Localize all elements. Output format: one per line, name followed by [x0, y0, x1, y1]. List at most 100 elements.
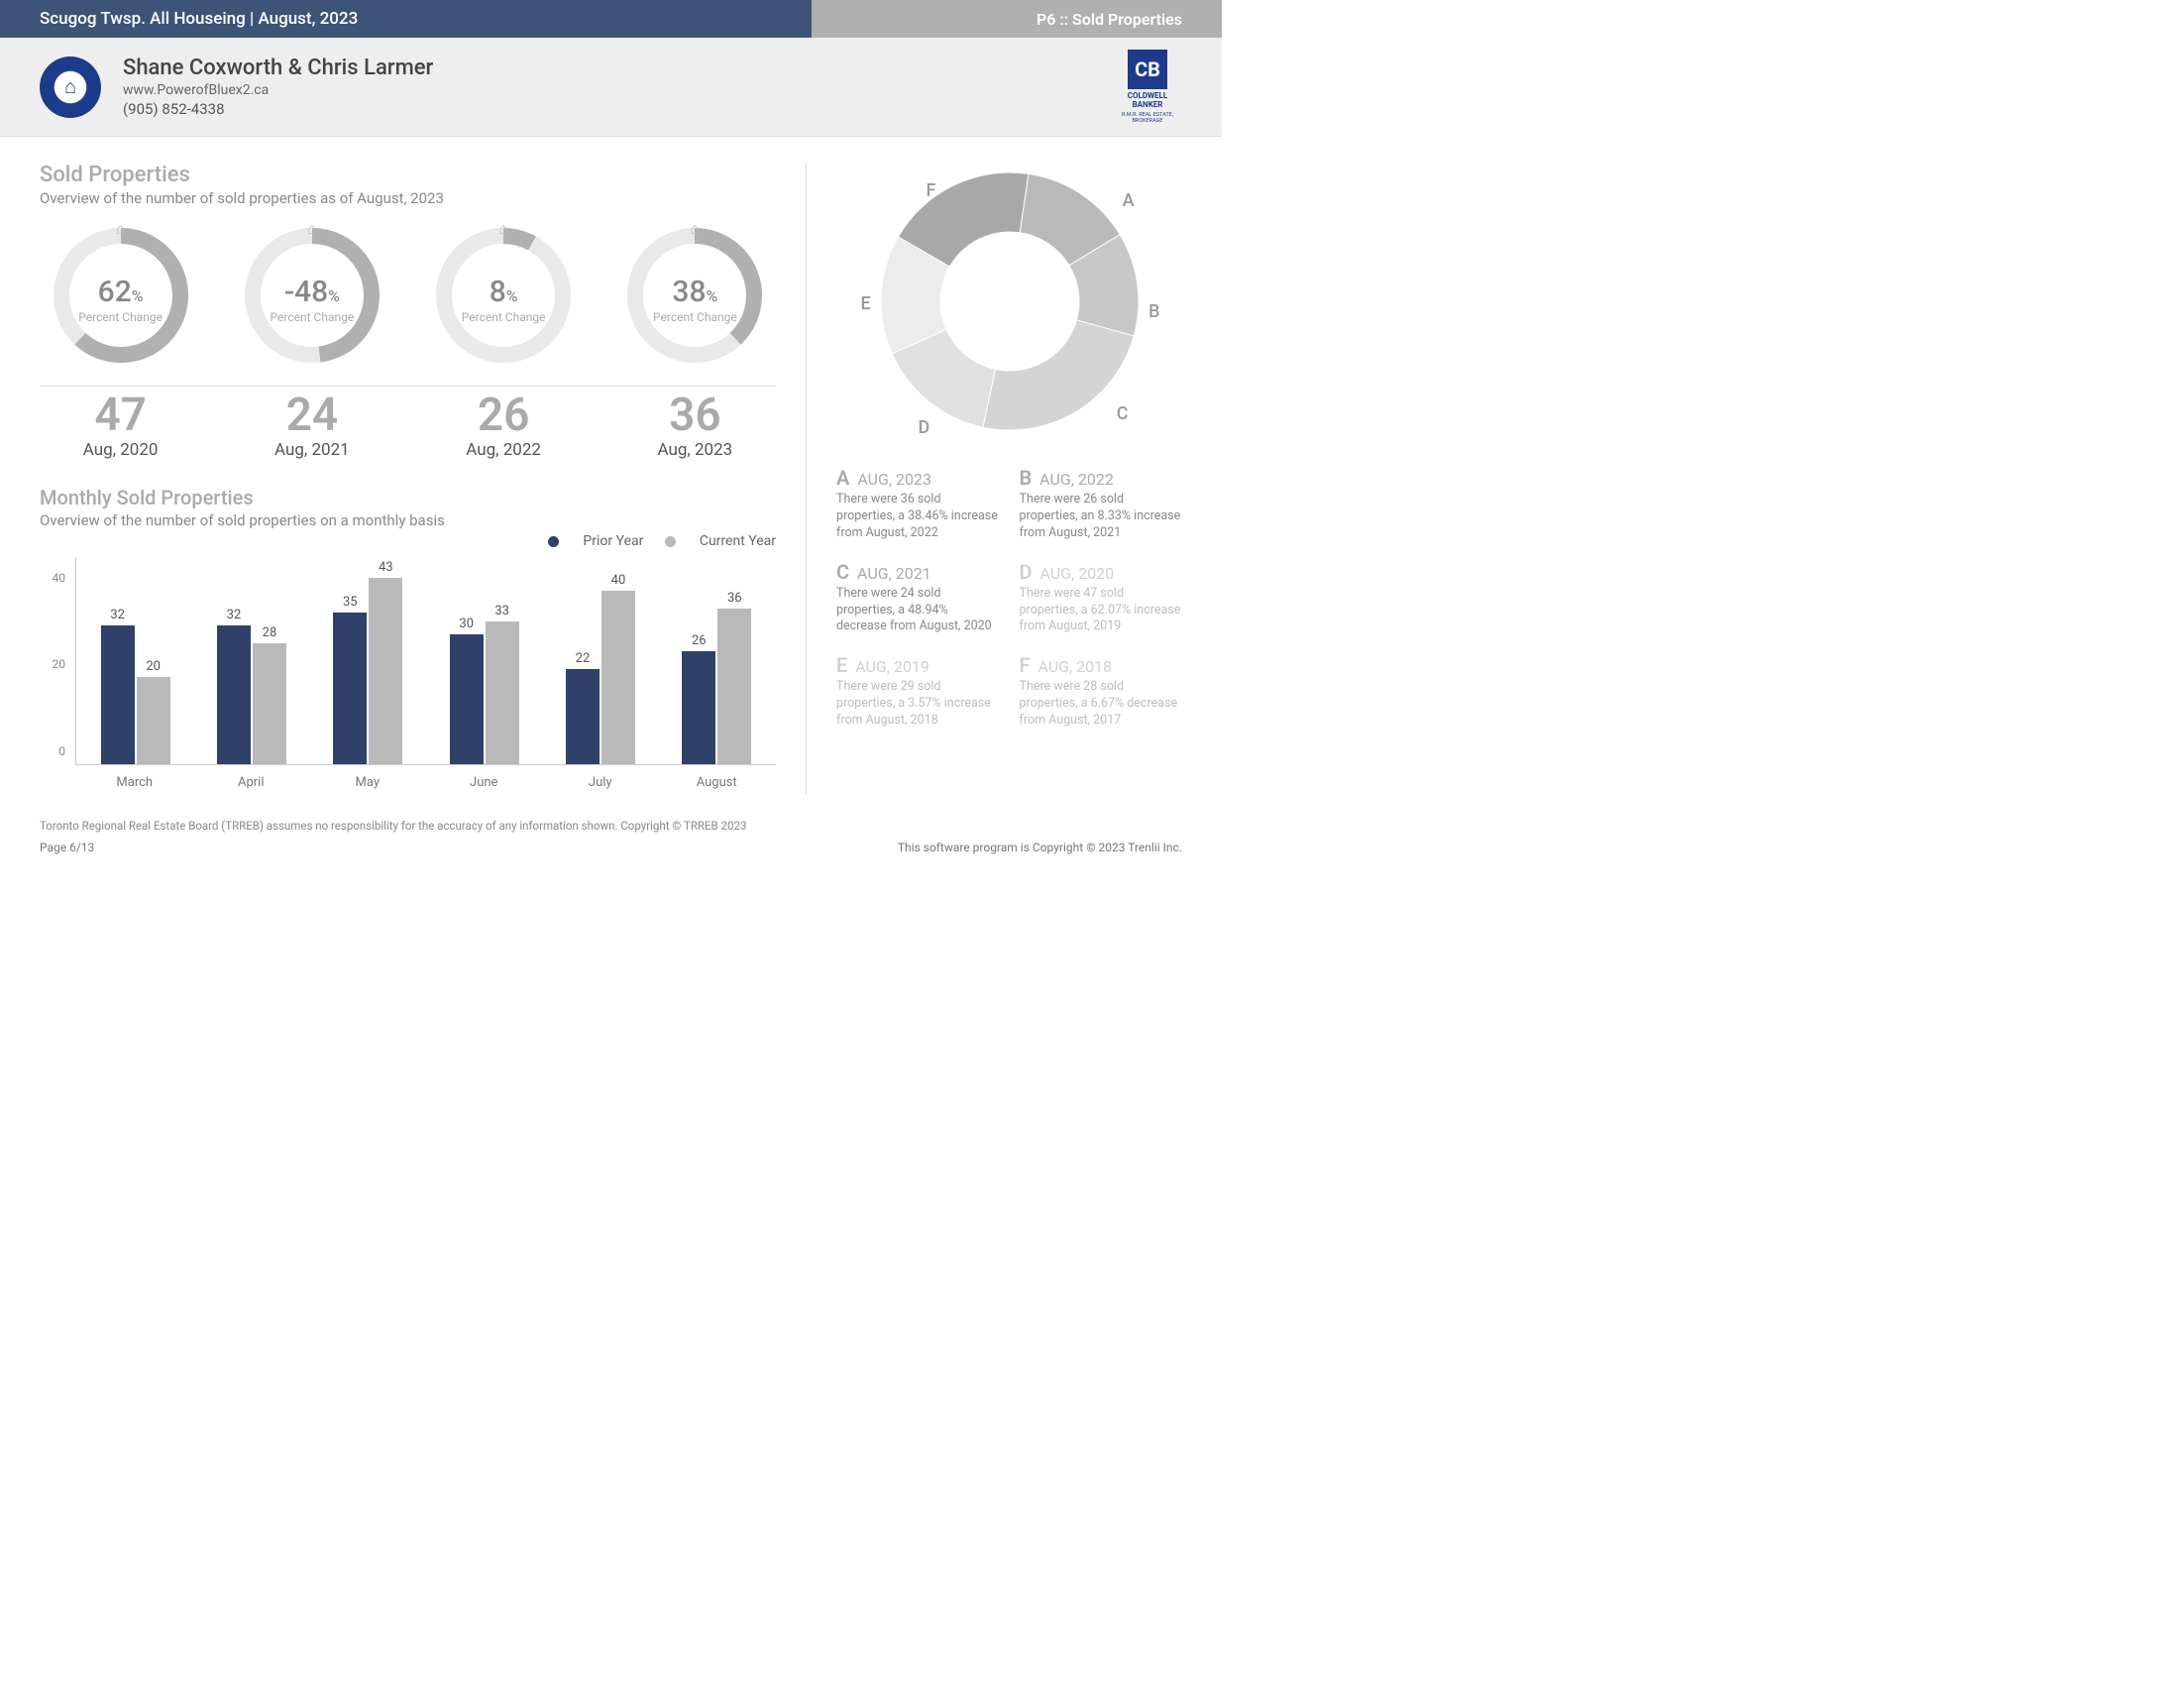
bar-value: 40	[611, 573, 626, 588]
legend-text: There were 36 sold properties, a 38.46% …	[836, 492, 1000, 542]
bar-current: 20	[137, 677, 170, 763]
donut-label-b: B	[1148, 301, 1159, 322]
count-value: 36	[614, 393, 776, 438]
donut-label-d: D	[919, 417, 930, 438]
gauge: ⌂ 62% Percent Change	[40, 221, 201, 374]
gauge: ⌂ 38% Percent Change	[614, 221, 776, 374]
donut-label-c: C	[1117, 403, 1129, 424]
bar-value: 30	[459, 617, 474, 631]
top-bar: Scugog Twsp. All Houseing | August, 2023…	[0, 0, 1222, 38]
bar-prior: 22	[566, 669, 600, 764]
legend-heading: F AUG, 2018	[1020, 653, 1183, 677]
gauge-label: Percent Change	[40, 310, 201, 324]
gauge-label: Percent Change	[614, 310, 776, 324]
bar-value: 36	[727, 591, 742, 606]
y-tick: 20	[53, 657, 66, 671]
legend-prior: Prior Year	[548, 533, 643, 549]
donut-legend-item: B AUG, 2022 There were 26 sold propertie…	[1020, 466, 1183, 542]
agent-info: Shane Coxworth & Chris Larmer www.Powero…	[123, 56, 1113, 118]
agent-logo-icon: ⌂	[40, 56, 101, 118]
legend-heading: D AUG, 2020	[1020, 560, 1183, 584]
count-date: Aug, 2020	[40, 440, 201, 460]
bar-group: 2636	[668, 557, 766, 764]
year-count: 36 Aug, 2023	[614, 393, 776, 460]
legend-heading: B AUG, 2022	[1020, 466, 1183, 490]
gauge-percent: 62%	[40, 275, 201, 309]
donut-label-f: F	[927, 180, 936, 201]
bar-current: 36	[717, 609, 751, 764]
x-label: April	[202, 769, 301, 795]
bar-value: 22	[576, 651, 591, 666]
legend-text: There were 26 sold properties, an 8.33% …	[1020, 492, 1183, 542]
x-label: March	[85, 769, 184, 795]
broker-logo-icon: CB	[1128, 50, 1167, 89]
bar-legend: Prior Year Current Year	[40, 533, 776, 551]
bar-group: 3543	[319, 557, 417, 764]
count-date: Aug, 2021	[231, 440, 392, 460]
donut-legend-item: A AUG, 2023 There were 36 sold propertie…	[836, 466, 1000, 542]
agent-phone: (905) 852-4338	[123, 100, 1113, 118]
disclaimer: Toronto Regional Real Estate Board (TRRE…	[0, 805, 1222, 837]
bar-value: 32	[110, 608, 125, 622]
donut-legend-item: C AUG, 2021 There were 24 sold propertie…	[836, 560, 1000, 636]
x-label: June	[435, 769, 534, 795]
bar-prior: 35	[333, 613, 367, 763]
bar-value: 26	[692, 633, 707, 648]
house-icon: ⌂	[614, 219, 776, 239]
x-label: May	[318, 769, 417, 795]
donut-label-e: E	[861, 293, 871, 314]
bar-current: 43	[369, 578, 402, 763]
bar-prior: 30	[450, 634, 484, 764]
bar-group: 3033	[435, 557, 533, 764]
report-title: Scugog Twsp. All Houseing | August, 2023	[0, 0, 812, 38]
count-value: 47	[40, 393, 201, 438]
legend-text: There were 47 sold properties, a 62.07% …	[1020, 586, 1183, 636]
bar-group: 22 40	[551, 557, 649, 764]
count-value: 24	[231, 393, 392, 438]
legend-text: There were 24 sold properties, a 48.94% …	[836, 586, 1000, 636]
bar-prior: 26	[682, 651, 715, 763]
bar-prior: 32	[217, 625, 251, 763]
gauge-row: ⌂ 62% Percent Change ⌂ -48% Percent Chan…	[40, 221, 776, 387]
monthly-title: Monthly Sold Properties	[40, 486, 776, 509]
agent-name: Shane Coxworth & Chris Larmer	[123, 56, 1113, 80]
legend-text: There were 29 sold properties, a 3.57% i…	[836, 679, 1000, 730]
y-axis: 02040	[40, 557, 69, 765]
bar-value: 43	[379, 560, 393, 575]
house-icon: ⌂	[40, 219, 201, 239]
bar-current: 33	[486, 621, 519, 764]
bar-value: 32	[227, 608, 242, 622]
count-row: 47 Aug, 2020 24 Aug, 2021 26 Aug, 2022 36 A…	[40, 393, 776, 460]
donut-label-a: A	[1123, 190, 1135, 211]
bar-chart: 02040 322032283543303322402636 MarchApri…	[40, 557, 776, 795]
agent-bar: ⌂ Shane Coxworth & Chris Larmer www.Powe…	[0, 38, 1222, 137]
gauge-percent: 38%	[614, 275, 776, 309]
year-count: 47 Aug, 2020	[40, 393, 201, 460]
donut-chart: A B C D E F	[841, 163, 1178, 460]
gauge-label: Percent Change	[423, 310, 585, 324]
donut-legend-item: F AUG, 2018 There were 28 sold propertie…	[1020, 653, 1183, 730]
year-count: 26 Aug, 2022	[423, 393, 585, 460]
page-section-label: P6 :: Sold Properties	[812, 0, 1222, 38]
gauge-percent: 8%	[423, 275, 585, 309]
year-count: 24 Aug, 2021	[231, 393, 392, 460]
footer: Page 6/13 This software program is Copyr…	[0, 837, 1222, 874]
bar-value: 28	[263, 625, 277, 640]
donut-legend: A AUG, 2023 There were 36 sold propertie…	[836, 466, 1182, 730]
main-column: Sold Properties Overview of the number o…	[40, 163, 776, 795]
gauge-percent: -48%	[231, 275, 392, 309]
count-date: Aug, 2022	[423, 440, 585, 460]
x-label: August	[668, 769, 767, 795]
x-axis: MarchAprilMayJuneJulyAugust	[75, 769, 776, 795]
copyright: This software program is Copyright © 202…	[898, 841, 1182, 854]
legend-current: Current Year	[665, 533, 776, 549]
bar-plot: 322032283543303322402636	[75, 557, 776, 765]
bar-current: 28	[253, 643, 286, 764]
agent-website: www.PowerofBluex2.ca	[123, 82, 1113, 98]
bar-group: 3220	[86, 557, 184, 764]
donut-legend-item: E AUG, 2019 There were 29 sold propertie…	[836, 653, 1000, 730]
broker-tagline: R.M.R. REAL ESTATE, BROKERAGE	[1113, 112, 1182, 124]
legend-text: There were 28 sold properties, a 6.67% d…	[1020, 679, 1183, 730]
bar-prior: 32	[101, 625, 135, 763]
house-icon: ⌂	[423, 219, 585, 239]
